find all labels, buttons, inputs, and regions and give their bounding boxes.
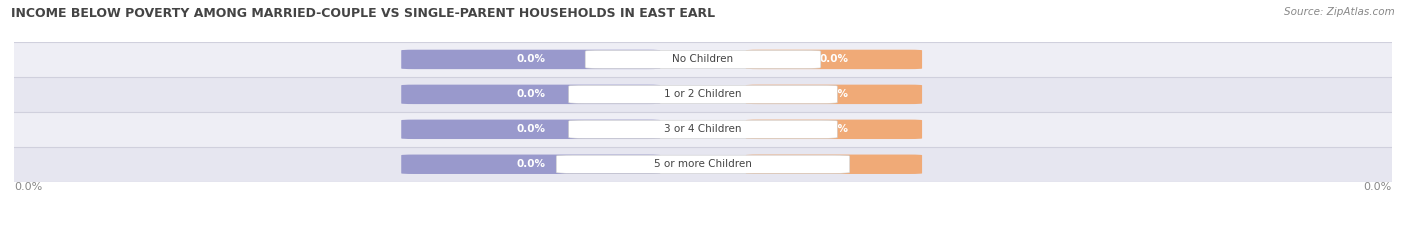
FancyBboxPatch shape bbox=[745, 50, 922, 69]
FancyBboxPatch shape bbox=[401, 50, 661, 69]
Text: 3 or 4 Children: 3 or 4 Children bbox=[664, 124, 742, 134]
FancyBboxPatch shape bbox=[745, 120, 922, 139]
Bar bbox=[14, 112, 1392, 147]
Bar bbox=[14, 147, 1392, 182]
Text: 0.0%: 0.0% bbox=[820, 55, 848, 64]
FancyBboxPatch shape bbox=[745, 85, 922, 104]
FancyBboxPatch shape bbox=[557, 155, 849, 173]
Legend: Married Couples, Single Parents: Married Couples, Single Parents bbox=[588, 230, 818, 233]
Text: 0.0%: 0.0% bbox=[1364, 182, 1392, 192]
FancyBboxPatch shape bbox=[568, 120, 838, 138]
Text: Source: ZipAtlas.com: Source: ZipAtlas.com bbox=[1284, 7, 1395, 17]
Text: 0.0%: 0.0% bbox=[516, 89, 546, 99]
FancyBboxPatch shape bbox=[401, 85, 661, 104]
Text: 0.0%: 0.0% bbox=[516, 159, 546, 169]
Text: 0.0%: 0.0% bbox=[516, 124, 546, 134]
FancyBboxPatch shape bbox=[401, 120, 661, 139]
Text: 1 or 2 Children: 1 or 2 Children bbox=[664, 89, 742, 99]
Bar bbox=[14, 77, 1392, 112]
Text: INCOME BELOW POVERTY AMONG MARRIED-COUPLE VS SINGLE-PARENT HOUSEHOLDS IN EAST EA: INCOME BELOW POVERTY AMONG MARRIED-COUPL… bbox=[11, 7, 716, 20]
Text: 5 or more Children: 5 or more Children bbox=[654, 159, 752, 169]
Text: 0.0%: 0.0% bbox=[820, 89, 848, 99]
Text: No Children: No Children bbox=[672, 55, 734, 64]
FancyBboxPatch shape bbox=[401, 154, 661, 174]
Text: 0.0%: 0.0% bbox=[820, 159, 848, 169]
FancyBboxPatch shape bbox=[568, 85, 838, 103]
Text: 0.0%: 0.0% bbox=[820, 124, 848, 134]
FancyBboxPatch shape bbox=[745, 154, 922, 174]
Text: 0.0%: 0.0% bbox=[516, 55, 546, 64]
Text: 0.0%: 0.0% bbox=[14, 182, 42, 192]
Bar bbox=[14, 42, 1392, 77]
FancyBboxPatch shape bbox=[585, 50, 821, 69]
